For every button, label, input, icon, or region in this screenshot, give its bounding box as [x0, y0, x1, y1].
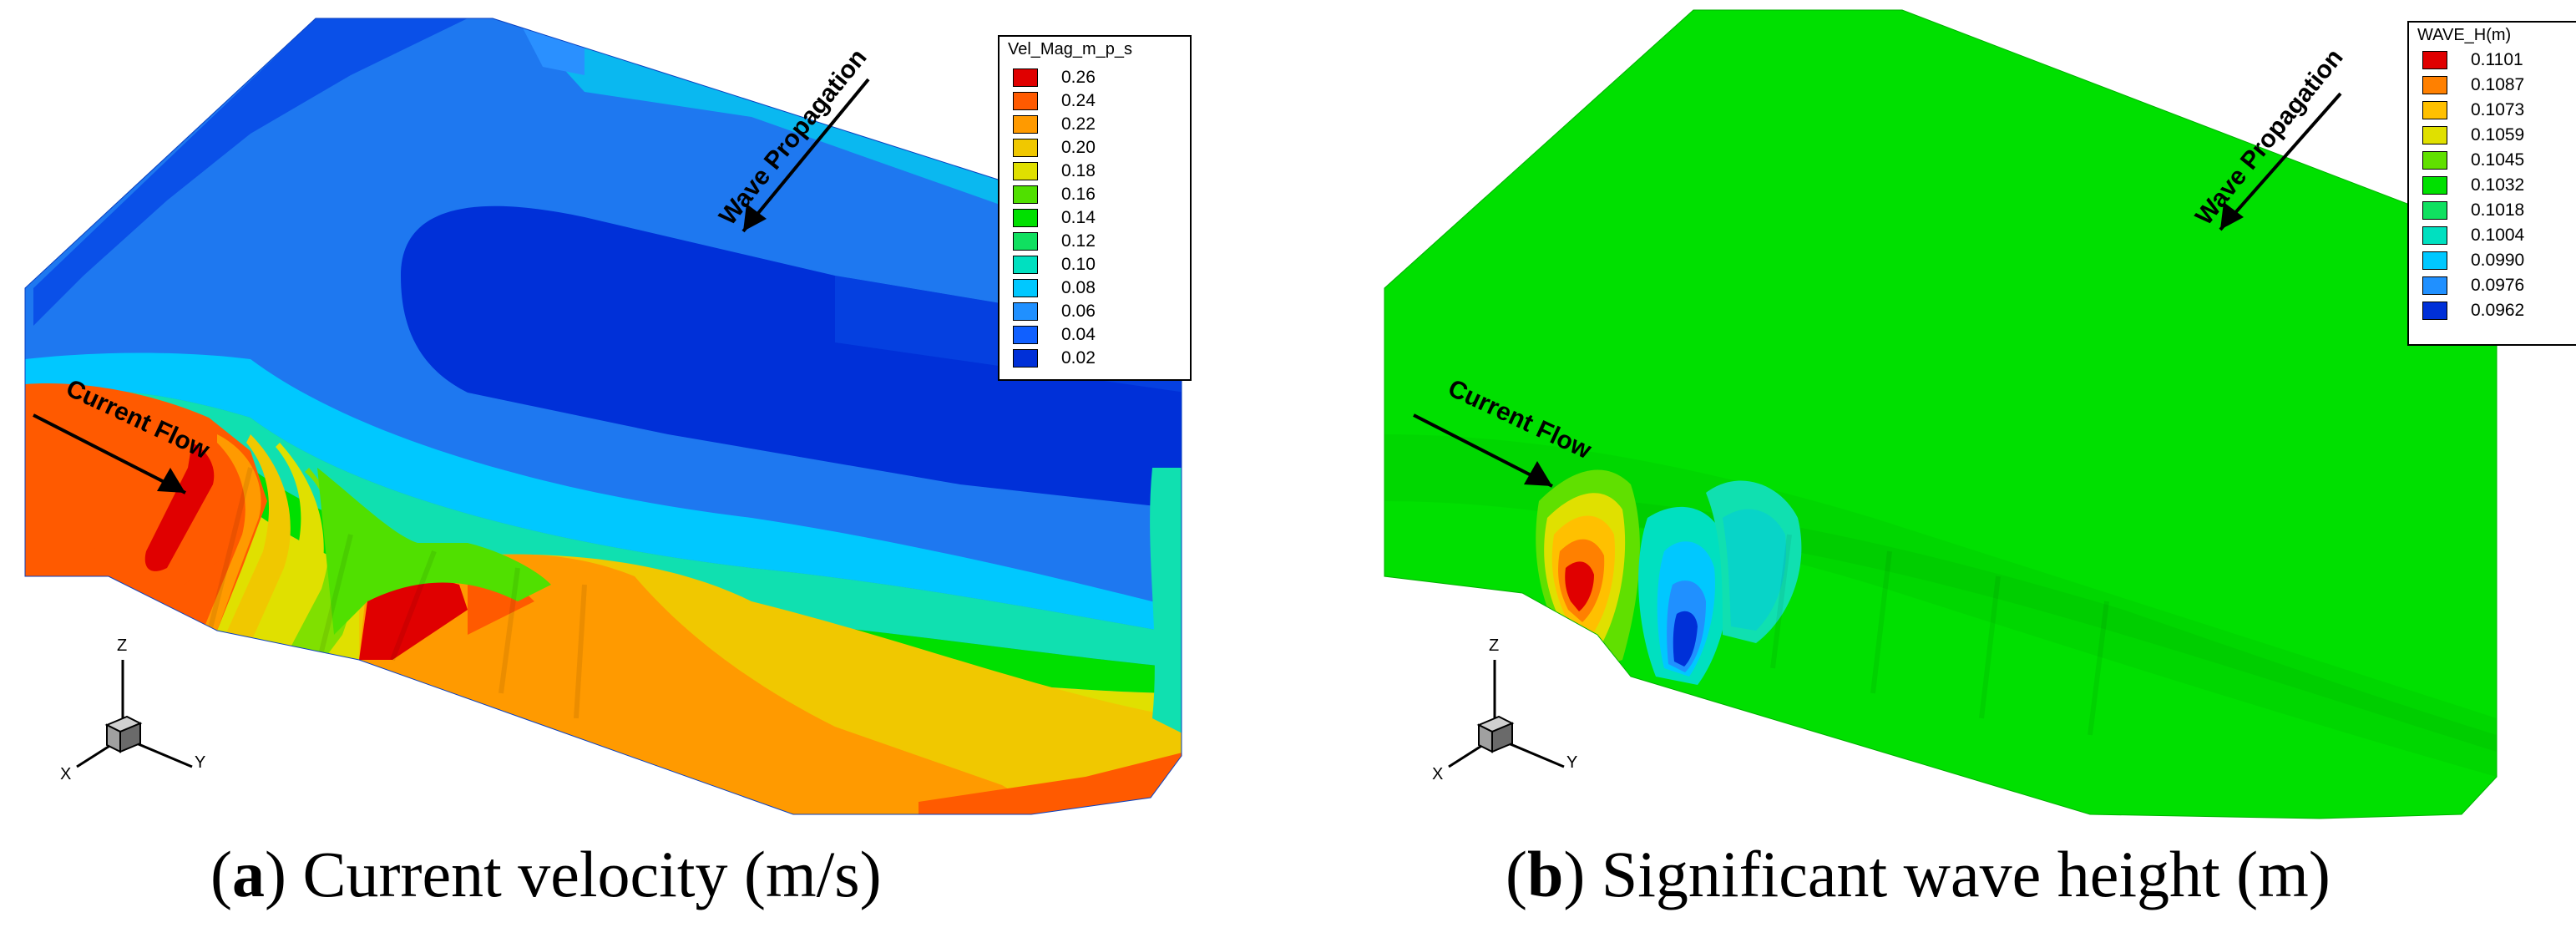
legend-value: 0.1032: [2471, 175, 2525, 195]
axis-y-label: Y: [195, 753, 206, 772]
legend-entry: 0.1087: [2422, 76, 2576, 94]
legend-value: 0.1018: [2471, 200, 2525, 220]
legend-entry: 0.18: [1013, 162, 1180, 180]
legend-value: 0.20: [1061, 138, 1096, 157]
legend-entry: 0.08: [1013, 279, 1180, 297]
caption-text: Significant wave height (m): [1601, 838, 2331, 910]
legend-entry: 0.20: [1013, 139, 1180, 157]
axis-x-label: X: [60, 765, 72, 783]
legend-entry: 0.1004: [2422, 226, 2576, 245]
legend-value: 0.0990: [2471, 251, 2525, 270]
legend-swatch: [2422, 201, 2447, 220]
legend-value: 0.02: [1061, 348, 1096, 368]
legend-swatch: [1013, 256, 1038, 274]
legend-value: 0.14: [1061, 208, 1096, 227]
legend-value: 0.04: [1061, 325, 1096, 344]
legend-entry: 0.0976: [2422, 276, 2576, 295]
legend-value: 0.0962: [2471, 301, 2525, 320]
legend-value: 0.1045: [2471, 150, 2525, 170]
legend-swatch: [2422, 51, 2447, 69]
caption-a: (a) Current velocity (m/s): [210, 838, 882, 910]
legend-entry: 0.1018: [2422, 201, 2576, 220]
legend-swatch: [1013, 279, 1038, 297]
legend-swatch: [1013, 68, 1038, 87]
legend-entry: 0.06: [1013, 302, 1180, 321]
legend-value: 0.10: [1061, 255, 1096, 274]
legend-value: 0.18: [1061, 161, 1096, 180]
legend-title: WAVE_H(m): [2417, 26, 2512, 44]
legend-entry: 0.24: [1013, 92, 1180, 110]
axis-z-label: Z: [1489, 636, 1500, 655]
legend-swatch: [1013, 349, 1038, 368]
legend-entry: 0.1073: [2422, 101, 2576, 119]
legend-swatch: [2422, 251, 2447, 270]
legend-value: 0.22: [1061, 114, 1096, 134]
axis-x-label: X: [1432, 765, 1444, 783]
legend-value: 0.1059: [2471, 125, 2525, 144]
legend-entry: 0.0990: [2422, 251, 2576, 270]
legend-swatch: [2422, 226, 2447, 245]
caption-letter: b: [1526, 838, 1564, 910]
legend-swatch: [1013, 209, 1038, 227]
legend-entry: 0.0962: [2422, 302, 2576, 320]
legend-swatch: [1013, 185, 1038, 204]
legend-entry: 0.14: [1013, 209, 1180, 227]
legend-swatch: [1013, 139, 1038, 157]
legend-swatch: [2422, 176, 2447, 195]
legend-swatch: [2422, 101, 2447, 119]
legend-swatch: [1013, 326, 1038, 344]
legend-swatch: [2422, 151, 2447, 170]
legend-entry: 0.1032: [2422, 176, 2576, 195]
legend-swatch: [2422, 302, 2447, 320]
legend-entry: 0.1045: [2422, 151, 2576, 170]
legend-swatch: [1013, 115, 1038, 134]
legend-value: 0.1087: [2471, 75, 2525, 94]
legend-value: 0.1101: [2471, 50, 2523, 69]
legend-entry: 0.10: [1013, 256, 1180, 274]
legend-value: 0.06: [1061, 302, 1096, 321]
legend-entry: 0.1059: [2422, 126, 2576, 144]
legend-entry: 0.26: [1013, 68, 1180, 87]
legend-value: 0.1073: [2471, 100, 2525, 119]
velocity-contour-plot: [24, 18, 1182, 815]
legend-swatch: [1013, 232, 1038, 251]
caption-text: Current velocity (m/s): [302, 838, 882, 910]
legend-value: 0.16: [1061, 185, 1096, 204]
legend-value: 0.26: [1061, 68, 1096, 87]
legend-swatch: [1013, 162, 1038, 180]
legend-swatch: [1013, 92, 1038, 110]
legend-swatch: [2422, 76, 2447, 94]
legend-entry: 0.22: [1013, 115, 1180, 134]
legend-entry: 0.12: [1013, 232, 1180, 251]
legend-value: 0.08: [1061, 278, 1096, 297]
axis-z-label: Z: [117, 636, 128, 655]
caption-letter: a: [231, 838, 265, 910]
legend-swatch: [1013, 302, 1038, 321]
legend-swatch: [2422, 276, 2447, 295]
wave-height-legend: WAVE_H(m) 0.1101 0.1087 0.1073 0.1059 0.1045…: [2407, 21, 2576, 346]
legend-swatch: [2422, 126, 2447, 144]
caption-b: (b) Significant wave height (m): [1506, 838, 2331, 910]
legend-entry: 0.16: [1013, 185, 1180, 204]
axis-y-label: Y: [1566, 753, 1578, 772]
legend-value: 0.1004: [2471, 226, 2525, 245]
legend-value: 0.0976: [2471, 276, 2525, 295]
legend-entry: 0.1101: [2422, 51, 2576, 69]
legend-entry: 0.02: [1013, 349, 1180, 368]
panel-current-velocity: Current Flow Wave Propagation Z Y X Vel_…: [24, 18, 1192, 910]
legend-title: Vel_Mag_m_p_s: [1008, 40, 1132, 58]
velocity-legend: Vel_Mag_m_p_s 0.26 0.24 0.22 0.20 0.18 0.16 0.…: [998, 35, 1192, 381]
legend-value: 0.24: [1061, 91, 1096, 110]
panel-wave-height: Current Flow Wave Propagation Z Y X WAVE…: [1288, 0, 2576, 948]
wave-height-contour-plot: [1384, 9, 2498, 819]
legend-value: 0.12: [1061, 231, 1096, 251]
legend-entry: 0.04: [1013, 326, 1180, 344]
